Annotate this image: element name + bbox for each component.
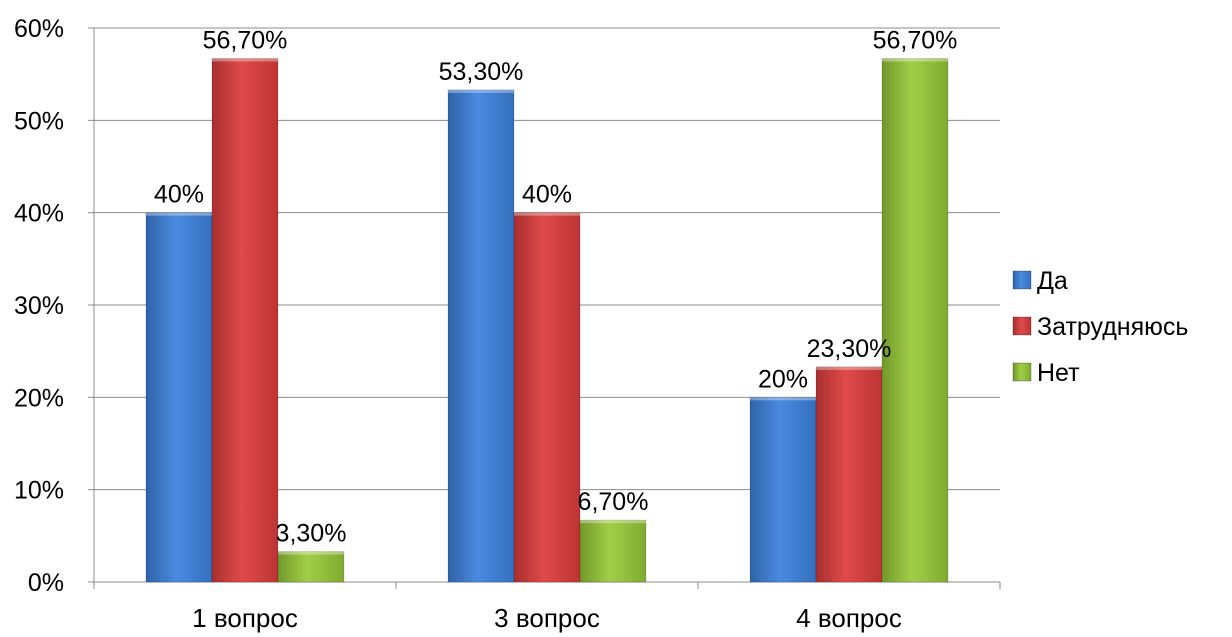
bar-да-3 <box>749 396 817 583</box>
y-tick-label: 60% <box>14 15 64 43</box>
data-label: 23,30% <box>807 335 892 363</box>
bar-highlight <box>212 58 278 62</box>
legend: Да Затрудняюсь Нет <box>1012 267 1188 387</box>
y-tick-label: 0% <box>28 569 64 597</box>
bar-нет-1 <box>277 551 345 583</box>
bar-highlight <box>448 89 514 93</box>
bar-highlight <box>750 397 816 401</box>
y-tick-label: 30% <box>14 292 64 320</box>
bar-highlight <box>882 58 948 62</box>
bar-да-1 <box>145 212 213 583</box>
bar-да-2 <box>447 89 515 583</box>
bar-highlight <box>278 551 344 555</box>
bar-нет-2 <box>579 519 647 583</box>
bar-затрудняюсь-1 <box>211 57 279 583</box>
legend-label: Затрудняюсь <box>1037 313 1188 341</box>
x-tick-label: 3 вопрос <box>494 603 600 633</box>
data-label: 40% <box>154 181 204 209</box>
x-tick-label: 1 вопрос <box>192 603 298 633</box>
bar-highlight <box>146 212 212 216</box>
bar-затрудняюсь-2 <box>513 212 581 583</box>
bars <box>145 57 949 583</box>
data-label: 20% <box>758 365 808 393</box>
y-tick-label: 40% <box>14 200 64 228</box>
data-label: 40% <box>522 181 572 209</box>
legend-swatch-нет <box>1012 362 1032 382</box>
y-tick-label: 10% <box>14 477 64 505</box>
data-label: 56,70% <box>203 26 288 54</box>
legend-swatch-затрудняюсь <box>1012 316 1032 336</box>
bar-нет-3 <box>881 57 949 583</box>
y-tick-label: 50% <box>14 107 64 135</box>
data-labels: 40% 56,70% 3,30% 53,30% 40% 6,70% 20%23,30% 56,… <box>154 26 957 547</box>
y-tick-label: 20% <box>14 384 64 412</box>
data-label: 3,30% <box>276 520 347 548</box>
bar-highlight <box>580 520 646 524</box>
legend-label: Да <box>1037 267 1068 295</box>
data-label: 6,70% <box>578 488 649 516</box>
bar-затрудняюсь-3 <box>815 366 883 583</box>
legend-label: Нет <box>1037 359 1080 387</box>
data-label: 56,70% <box>873 26 958 54</box>
x-tick-label: 4 вопрос <box>796 603 902 633</box>
axes: 0% 10% 20% 30% 40% 50% 60% 1 вопрос 3 вопрос 4 во… <box>14 15 1001 633</box>
bar-highlight <box>816 366 882 370</box>
bar-highlight <box>514 212 580 216</box>
data-label: 53,30% <box>439 58 524 86</box>
legend-swatch-да <box>1012 270 1032 290</box>
